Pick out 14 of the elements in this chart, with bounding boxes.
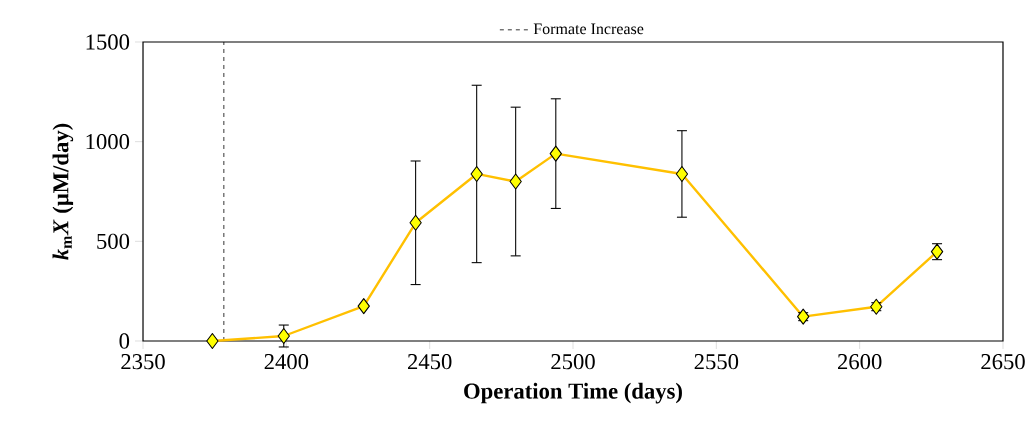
x-tick-label: 2550 <box>694 354 739 370</box>
legend-label: Formate Increase <box>533 23 644 35</box>
y-axis-title: k$_{m}$X (μM/day) <box>52 123 74 260</box>
y-tick-label: 500 <box>97 233 130 249</box>
x-axis-title: Operation Time (days) <box>464 382 682 404</box>
x-tick-label: 2650 <box>981 354 1025 370</box>
y-tick-label: 1500 <box>86 34 130 50</box>
y-tick-label: 0 <box>119 333 130 349</box>
x-tick-label: 2400 <box>264 354 309 370</box>
x-tick-label: 2600 <box>838 354 882 370</box>
x-tick-label: 2350 <box>121 354 165 370</box>
y-tick-label: 1000 <box>86 134 130 150</box>
x-tick-label: 2450 <box>408 354 452 370</box>
x-tick-label: 2500 <box>551 354 595 370</box>
